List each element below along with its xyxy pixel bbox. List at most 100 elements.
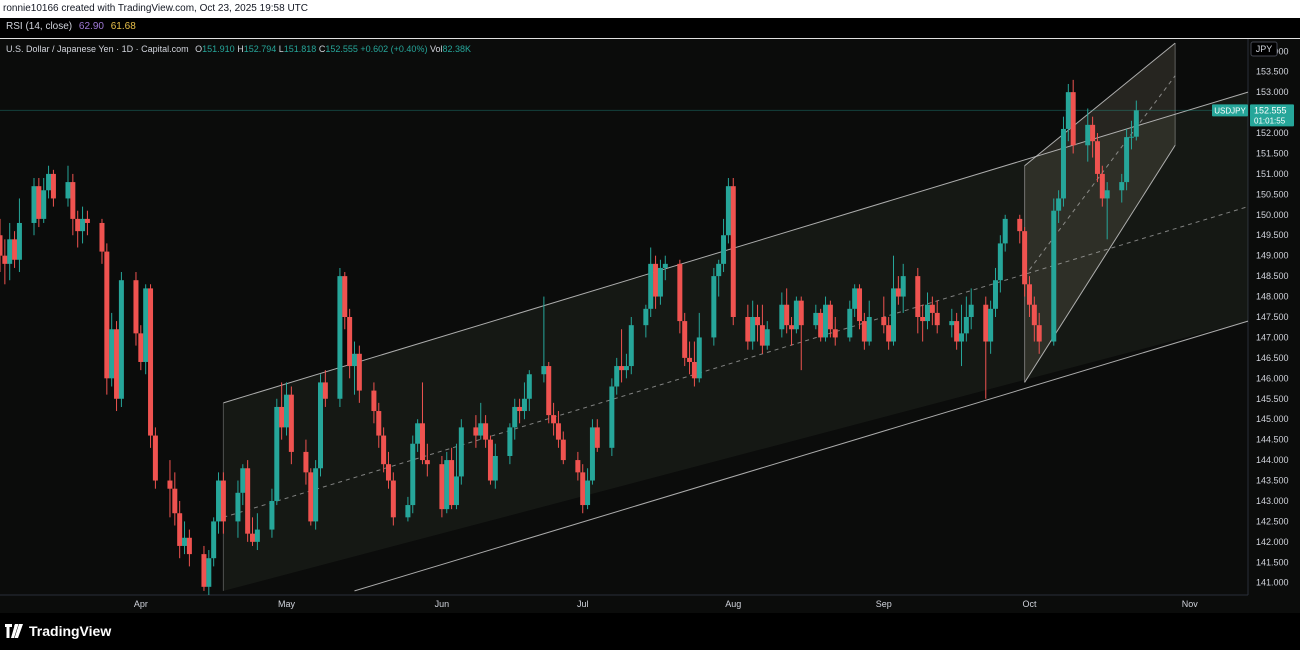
candle[interactable] (823, 296, 829, 342)
candle[interactable] (487, 435, 493, 485)
candle[interactable] (46, 165, 52, 199)
candle[interactable] (730, 178, 736, 326)
candle[interactable] (254, 513, 260, 551)
candle[interactable] (997, 235, 1003, 293)
candle[interactable] (648, 247, 654, 318)
candle[interactable] (84, 210, 90, 236)
candlestick-chart[interactable]: 141.000 141.500 142.000 142.500 143.000 143.5… (0, 39, 1300, 613)
candle[interactable] (958, 304, 964, 367)
candle[interactable] (594, 419, 600, 452)
candle[interactable] (376, 402, 382, 448)
candle[interactable] (201, 545, 207, 591)
candle[interactable] (745, 304, 751, 350)
candle[interactable] (546, 361, 552, 424)
candle[interactable] (381, 427, 387, 473)
candle[interactable] (114, 321, 120, 412)
candle[interactable] (881, 296, 887, 334)
candle[interactable] (177, 500, 183, 559)
candle[interactable] (983, 296, 989, 399)
candle[interactable] (628, 317, 634, 375)
candle[interactable] (385, 451, 391, 489)
candle[interactable] (12, 231, 18, 268)
candle[interactable] (852, 284, 858, 317)
candle[interactable] (764, 321, 770, 350)
candle[interactable] (473, 415, 479, 448)
candle[interactable] (662, 255, 668, 281)
currency-box[interactable] (1250, 41, 1278, 57)
candle[interactable] (269, 488, 275, 538)
candle[interactable] (109, 312, 115, 387)
candle[interactable] (240, 464, 246, 506)
candle[interactable] (779, 292, 785, 338)
candle[interactable] (677, 259, 683, 334)
candle[interactable] (555, 411, 561, 448)
candle[interactable] (643, 304, 649, 338)
candle[interactable] (755, 304, 761, 342)
candle[interactable] (138, 325, 144, 371)
candle[interactable] (857, 284, 863, 330)
candle[interactable] (133, 272, 139, 346)
candle[interactable] (1094, 133, 1100, 183)
candle[interactable] (929, 296, 935, 326)
candle[interactable] (900, 263, 906, 313)
candle[interactable] (1128, 120, 1134, 150)
candle[interactable] (609, 378, 615, 456)
candle[interactable] (1031, 296, 1037, 342)
candle[interactable] (16, 198, 22, 273)
candle[interactable] (891, 255, 897, 346)
candle[interactable] (7, 222, 13, 281)
candle[interactable] (789, 317, 795, 346)
candle[interactable] (216, 472, 222, 534)
candle[interactable] (1056, 190, 1062, 223)
candle[interactable] (206, 550, 212, 595)
candle[interactable] (424, 443, 430, 477)
candle[interactable] (827, 300, 833, 338)
candle[interactable] (614, 357, 620, 395)
candle[interactable] (483, 415, 489, 448)
candle[interactable] (512, 398, 518, 440)
candle[interactable] (70, 173, 76, 236)
candle[interactable] (793, 296, 799, 334)
candle[interactable] (925, 292, 931, 330)
candle[interactable] (1090, 116, 1096, 158)
candle[interactable] (342, 272, 348, 330)
rsi-pane[interactable]: RSI (14, close) 62.90 61.68 (0, 18, 1300, 39)
candle[interactable] (439, 456, 445, 518)
candle[interactable] (2, 239, 8, 285)
candle[interactable] (172, 472, 178, 526)
candle[interactable] (458, 419, 464, 485)
candle[interactable] (623, 353, 629, 379)
candle[interactable] (1051, 198, 1057, 346)
candle[interactable] (1022, 227, 1028, 297)
tradingview-brand[interactable]: TradingView (4, 621, 111, 641)
candle[interactable] (585, 468, 591, 510)
candle[interactable] (798, 296, 804, 371)
candle[interactable] (1017, 214, 1023, 244)
candle[interactable] (696, 312, 702, 383)
candle[interactable] (405, 496, 411, 522)
candle[interactable] (322, 370, 328, 407)
candle[interactable] (541, 296, 547, 383)
candle[interactable] (1036, 312, 1042, 354)
candle[interactable] (1070, 79, 1076, 154)
candle[interactable] (818, 308, 824, 342)
candle[interactable] (682, 312, 688, 367)
candle[interactable] (589, 419, 595, 485)
candle[interactable] (245, 460, 251, 542)
candle[interactable] (653, 255, 659, 309)
candle[interactable] (279, 382, 285, 440)
candle[interactable] (517, 398, 523, 424)
candle[interactable] (832, 317, 838, 346)
candle[interactable] (920, 304, 926, 342)
candle[interactable] (1060, 116, 1066, 207)
candle[interactable] (419, 382, 425, 465)
candle[interactable] (337, 267, 343, 407)
candle[interactable] (895, 276, 901, 305)
candle[interactable] (308, 468, 314, 526)
candle[interactable] (118, 272, 124, 407)
candle[interactable] (716, 259, 722, 297)
candle[interactable] (65, 165, 71, 207)
candle[interactable] (711, 267, 717, 346)
candle[interactable] (521, 382, 527, 420)
candle[interactable] (1065, 83, 1071, 142)
